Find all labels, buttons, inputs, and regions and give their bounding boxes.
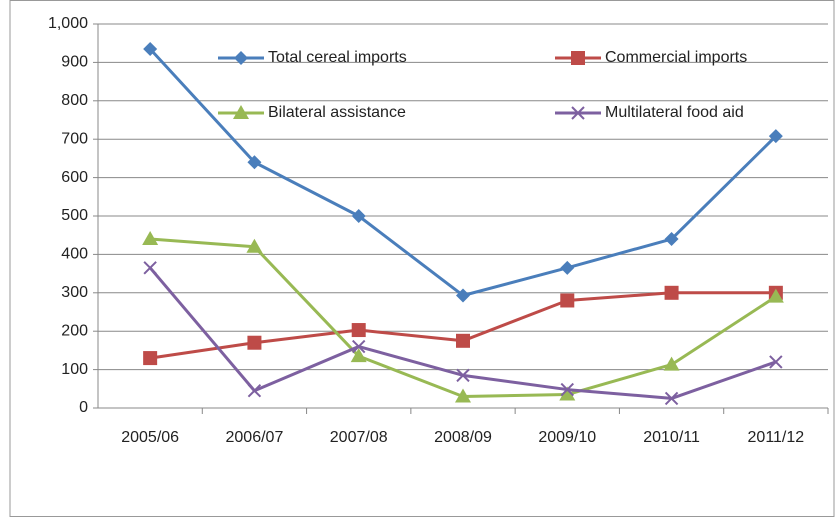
marker	[247, 384, 262, 398]
marker	[352, 339, 366, 354]
marker	[767, 288, 784, 303]
y-tick-label: 500	[61, 207, 88, 224]
marker	[769, 355, 783, 369]
marker	[246, 238, 263, 253]
marker	[247, 335, 262, 350]
marker	[143, 351, 158, 366]
series-line	[149, 47, 777, 297]
x-tick-label: 2010/11	[643, 429, 700, 446]
legend-label: Bilateral assistance	[268, 104, 406, 121]
y-tick-label: 700	[61, 130, 88, 147]
series-line	[148, 266, 777, 400]
series-line	[149, 291, 776, 360]
marker	[768, 129, 783, 144]
series-line	[150, 237, 777, 398]
marker	[571, 51, 585, 65]
marker	[663, 356, 680, 371]
marker	[560, 382, 574, 397]
y-tick-label: 1,000	[48, 15, 88, 32]
marker	[233, 105, 249, 119]
marker	[571, 106, 585, 120]
marker	[455, 388, 471, 403]
x-tick-label: 2007/08	[330, 429, 388, 446]
marker	[664, 391, 679, 406]
x-tick-label: 2006/07	[226, 429, 284, 446]
y-tick-label: 300	[61, 284, 88, 301]
marker	[142, 231, 159, 246]
marker	[664, 285, 679, 300]
marker	[664, 232, 679, 247]
marker	[456, 368, 470, 383]
marker	[143, 261, 157, 275]
legend-label: Commercial imports	[605, 49, 747, 66]
y-tick-label: 600	[61, 169, 88, 186]
marker	[247, 155, 262, 170]
marker	[456, 288, 470, 303]
marker	[560, 260, 575, 275]
y-tick-label: 900	[61, 54, 88, 71]
legend-label: Multilateral food aid	[605, 104, 744, 121]
y-tick-label: 200	[61, 322, 88, 339]
x-tick-label: 2009/10	[538, 429, 596, 446]
marker	[234, 51, 248, 65]
marker	[351, 323, 366, 338]
y-tick-label: 400	[61, 246, 88, 263]
x-tick-label: 2011/12	[748, 429, 805, 446]
y-tick-label: 100	[61, 361, 88, 378]
marker	[351, 209, 366, 223]
marker	[560, 293, 575, 308]
x-tick-label: 2005/06	[121, 429, 179, 446]
chart-frame	[9, 0, 835, 517]
y-tick-label: 0	[79, 399, 88, 416]
marker	[559, 386, 576, 401]
marker	[350, 348, 367, 363]
y-tick-label: 800	[61, 92, 88, 109]
x-tick-label: 2008/09	[434, 429, 492, 446]
marker	[143, 41, 158, 56]
legend-label: Total cereal imports	[268, 49, 407, 66]
marker	[456, 333, 470, 348]
